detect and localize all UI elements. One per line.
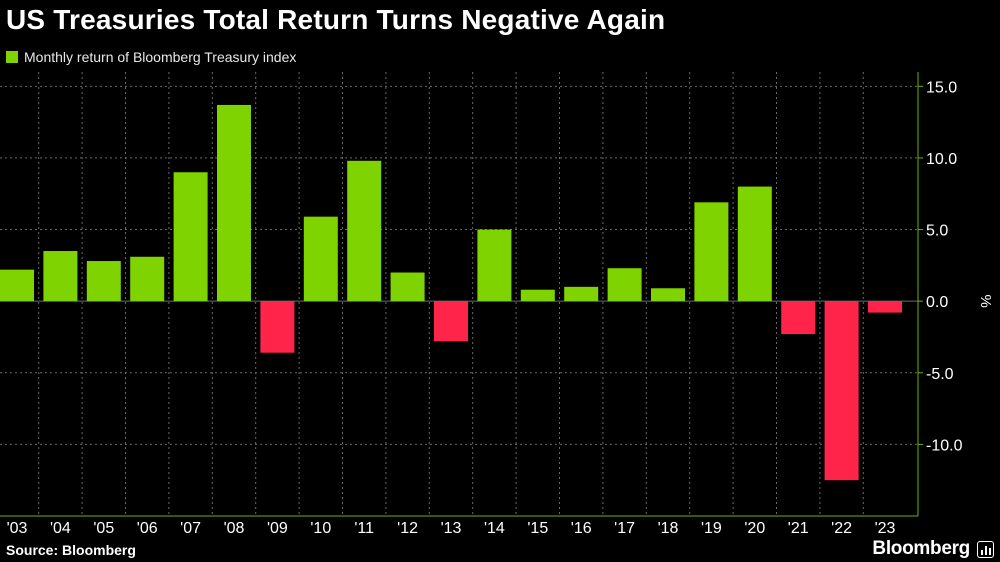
x-tick-label: '15 [527,520,548,537]
bars [0,104,902,481]
bar-15 [520,289,555,302]
y-tick-label: -10.0 [926,437,963,454]
y-tick-label: 15.0 [926,79,957,96]
x-tick-label: '07 [180,520,201,537]
bar-14 [477,229,512,302]
bar-13 [434,301,468,342]
x-tick-label: '20 [744,520,765,537]
x-tick-label: '19 [701,520,722,537]
x-tick-label: '05 [93,520,114,537]
bar-18 [651,288,685,302]
bloomberg-chart-icon [977,541,994,558]
bar-03 [0,269,34,302]
bar-06 [130,256,165,302]
bar-07 [173,172,208,302]
bar-04 [43,251,78,302]
y-tick-label: 5.0 [926,223,948,240]
x-tick-label: '16 [571,520,592,537]
chart-title: US Treasuries Total Return Turns Negativ… [6,4,666,35]
x-tick-label: '09 [267,520,288,537]
bar-09 [260,301,295,353]
y-axis-unit: % [977,294,994,307]
gridlines [0,72,918,516]
x-tick-label: '23 [875,520,896,537]
y-tick-label: -5.0 [926,366,954,383]
bar-12 [390,272,425,302]
bar-22 [824,301,859,481]
x-tick-label: '13 [441,520,462,537]
legend-swatch [6,51,18,63]
bar-08 [217,104,251,302]
y-tick-label: 0.0 [926,294,948,311]
legend: Monthly return of Bloomberg Treasury ind… [6,49,296,65]
bar-21 [781,301,816,335]
x-tick-label: '06 [137,520,158,537]
bar-19 [694,202,729,302]
bar-11 [347,160,382,302]
source-note: Source: Bloomberg [6,542,136,558]
bar-17 [607,268,642,302]
x-tick-label: '08 [224,520,245,537]
bloomberg-logo: Bloomberg [872,538,970,559]
x-tick-label: '10 [310,520,331,537]
legend-label: Monthly return of Bloomberg Treasury ind… [24,49,297,65]
x-tick-label: '12 [397,520,418,537]
y-tick-label: 10.0 [926,151,957,168]
bar-10 [303,216,338,302]
x-tick-label: '14 [484,520,505,537]
x-tick-label: '03 [7,520,28,537]
x-tick-label: '18 [658,520,679,537]
bar-16 [564,286,599,302]
bar-20 [737,186,772,302]
x-tick-label: '17 [614,520,635,537]
x-tick-label: '22 [831,520,852,537]
x-tick-label: '04 [50,520,71,537]
bar-05 [86,261,121,302]
x-tick-label: '11 [354,520,374,537]
axes: 15.0 10.0 5.0 0.0 -5.0 -10.0 '03 '04 '05 '06 '07 '0… [0,72,994,537]
bar-23 [868,301,902,313]
x-tick-label: '21 [788,520,809,537]
